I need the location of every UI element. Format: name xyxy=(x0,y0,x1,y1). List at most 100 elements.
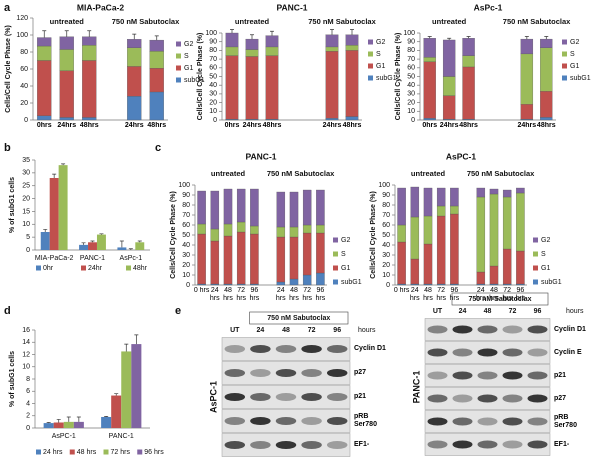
x-tick-label: 24 hrs xyxy=(475,287,486,302)
legend-swatch xyxy=(562,75,567,81)
y-axis-label: % of subG1 cells xyxy=(9,177,16,233)
bar-segment xyxy=(59,36,74,50)
x-tick-label-box: 24hrs xyxy=(518,122,537,129)
blot-band xyxy=(326,441,348,449)
bar-segment xyxy=(462,55,475,68)
legend-label: G2 xyxy=(341,237,350,244)
treatment-label: 750 nM Sabutoclax xyxy=(468,296,531,303)
bar-segment xyxy=(462,38,475,56)
y-tick-label: 100 xyxy=(178,182,190,189)
y-tick-label: 0 xyxy=(186,282,190,289)
chart-title: PANC-1 xyxy=(245,151,276,161)
bar-segment xyxy=(540,47,553,92)
bar-segment xyxy=(245,56,259,120)
protein-label: Cyclin D1 xyxy=(554,325,586,333)
x-tick-label-box: 48 hrs xyxy=(489,287,499,302)
legend-swatch xyxy=(333,251,338,257)
bar-segment xyxy=(316,232,325,274)
y-tick-label: 120 xyxy=(16,15,28,22)
blot-band xyxy=(224,393,246,401)
blot-band xyxy=(477,371,498,380)
bar-segment xyxy=(423,61,436,119)
y-tick-label: 40 xyxy=(20,83,28,90)
bar-segment xyxy=(127,96,142,121)
protein-label: pRB Ser780 xyxy=(554,413,577,429)
x-tick-label: 24hrs xyxy=(439,122,459,129)
x-tick-label: 0hrs xyxy=(224,122,240,129)
blot-band xyxy=(502,440,523,449)
bar-segment xyxy=(276,226,286,238)
blot-band xyxy=(527,417,548,426)
x-tick-label-box: 24 hrs xyxy=(276,287,286,302)
blot-band xyxy=(301,441,322,449)
bar-segment xyxy=(540,38,553,48)
protein-label: p27 xyxy=(354,369,367,376)
treatment-label: 750 nM Sabutoclax xyxy=(267,315,330,322)
legend-label: S xyxy=(184,53,189,60)
x-tick-label: 24 hrs xyxy=(409,287,420,302)
x-tick-label-box: 0hrs xyxy=(422,122,437,129)
y-axis-label: Cells/Cell Cycle Phase (%) xyxy=(170,191,177,279)
y-tick-label: 60 xyxy=(20,66,28,73)
legend-swatch xyxy=(368,39,373,45)
legend-label: G2 xyxy=(541,237,550,244)
blot-band xyxy=(326,345,348,353)
bar-segment xyxy=(423,38,436,58)
blot-band xyxy=(527,371,548,380)
bar-segment xyxy=(302,224,312,234)
x-tick-label-box: 48hrs xyxy=(459,122,478,129)
bar xyxy=(79,244,89,250)
bar-segment xyxy=(289,278,299,286)
y-tick-label: 100 xyxy=(403,30,415,37)
y-tick-label: 90 xyxy=(209,39,217,46)
blot-band xyxy=(301,393,322,401)
x-tick-label: 48hrs xyxy=(342,122,362,129)
legend-swatch xyxy=(69,449,75,455)
error-bar xyxy=(124,343,129,352)
y-tick-label: 80 xyxy=(20,49,28,56)
legend-label: S xyxy=(570,51,575,58)
protein-label: EF1- xyxy=(354,441,370,448)
x-tick-label-box: 24hrs xyxy=(125,122,144,129)
bar-segment xyxy=(397,241,406,285)
bar-segment xyxy=(316,272,325,286)
x-tick-label-box: 24hrs xyxy=(57,122,76,129)
y-tick-label: 50 xyxy=(182,232,190,239)
lane-label: 48 xyxy=(484,308,492,315)
blot-band xyxy=(275,417,297,425)
bar-segment xyxy=(236,188,246,223)
blot-band xyxy=(427,417,448,426)
chart-title: PANC-1 xyxy=(276,2,307,12)
blot-band xyxy=(275,345,297,353)
protein-label-box: pRB Ser780 xyxy=(554,413,577,429)
y-tick-label: 30 xyxy=(382,252,390,259)
group-label: 750 nM Sabutoclax xyxy=(308,17,376,26)
bar-segment xyxy=(59,49,74,71)
y-tick-label: 40 xyxy=(182,242,190,249)
lane-label: 24 xyxy=(459,308,467,315)
bar-segment xyxy=(410,258,420,285)
protein-label-box: Cyclin D1 xyxy=(354,345,386,352)
x-tick-label: 48 hrs xyxy=(489,287,499,302)
blot-band xyxy=(477,440,498,449)
x-tick-label: 0 hrs xyxy=(393,287,410,294)
y-tick-label: 10 xyxy=(407,108,415,115)
legend-label: G1 xyxy=(570,63,579,70)
legend-label: 48 hrs xyxy=(77,449,97,456)
bar-segment xyxy=(82,45,97,61)
x-tick-label: 72 hrs xyxy=(236,287,247,302)
y-tick-label: 6 xyxy=(26,388,30,395)
bar xyxy=(101,416,112,428)
bar-segment xyxy=(276,281,286,286)
lane-label: UT xyxy=(433,308,443,315)
y-tick-label: 15 xyxy=(22,208,30,215)
x-tick-label: 48hrs xyxy=(262,122,282,129)
blot-band xyxy=(452,417,473,426)
x-tick-label: 48hrs xyxy=(459,122,478,129)
x-tick-label-box: 0hrs xyxy=(37,122,52,129)
blot-band xyxy=(477,325,498,334)
bar-segment xyxy=(476,196,486,273)
blot-band xyxy=(250,417,271,425)
y-tick-label: 2 xyxy=(26,413,30,420)
bar xyxy=(88,242,97,250)
